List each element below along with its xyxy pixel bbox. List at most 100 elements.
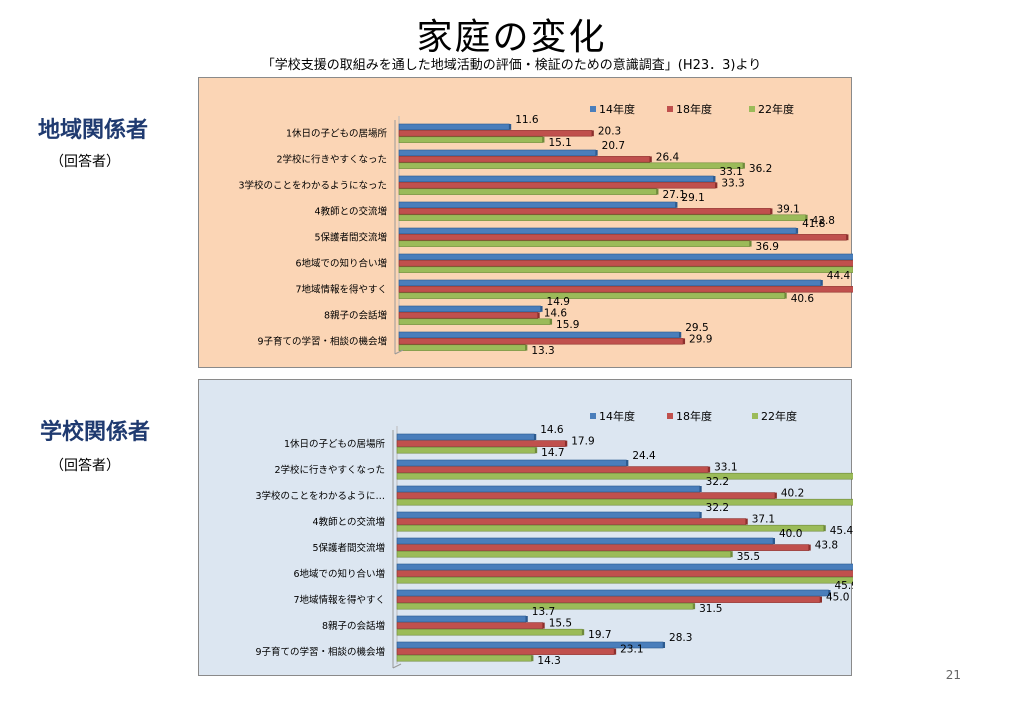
bar bbox=[396, 563, 853, 571]
bar-side bbox=[550, 318, 553, 325]
bar bbox=[398, 188, 657, 195]
bar-side bbox=[715, 182, 718, 189]
bar bbox=[398, 331, 680, 339]
data-label: 15.9 bbox=[556, 319, 579, 331]
bar bbox=[398, 292, 786, 299]
legend-swatch bbox=[749, 106, 755, 112]
bar bbox=[398, 201, 676, 209]
data-label: 28.3 bbox=[669, 632, 692, 644]
bar-side bbox=[683, 338, 686, 345]
bar bbox=[396, 518, 747, 525]
data-label: 24.4 bbox=[632, 450, 656, 462]
page-number: 21 bbox=[945, 668, 961, 682]
data-label: 35.5 bbox=[737, 551, 760, 563]
bar bbox=[396, 440, 566, 447]
data-label: 39.1 bbox=[776, 203, 799, 215]
data-label: 32.2 bbox=[706, 502, 729, 514]
legend-swatch bbox=[590, 106, 596, 112]
data-label: 19.7 bbox=[588, 629, 611, 641]
bar bbox=[396, 524, 825, 532]
legend-label: 18年度 bbox=[676, 409, 712, 423]
section-sublabel-school: （回答者） bbox=[50, 458, 120, 474]
bar bbox=[396, 485, 700, 493]
bar-side bbox=[626, 460, 629, 466]
bar bbox=[396, 589, 829, 597]
data-label: 13.3 bbox=[531, 345, 554, 357]
legend-label: 14年度 bbox=[599, 102, 635, 116]
data-label: 41.8 bbox=[802, 218, 825, 230]
bar bbox=[396, 511, 700, 519]
bar-side bbox=[820, 280, 823, 286]
bar-side bbox=[749, 240, 752, 247]
bar-side bbox=[784, 292, 787, 299]
legend-swatch bbox=[590, 413, 596, 419]
bar-chart-community: 14年度 18年度 22年度 1休日の子どもの居場所 11.6 20.3 15.1 2学校に行… bbox=[238, 102, 853, 357]
category-label: 7地域情報を得やすく bbox=[293, 594, 385, 606]
bar bbox=[398, 234, 847, 241]
bar bbox=[398, 344, 526, 351]
bar bbox=[396, 433, 535, 441]
bar-side bbox=[525, 616, 528, 622]
bar-side bbox=[713, 176, 716, 182]
data-label: 36.9 bbox=[756, 241, 779, 253]
category-label: 3学校のことをわかるように… bbox=[255, 490, 385, 502]
bar bbox=[396, 472, 853, 480]
category-label: 2学校に行きやすくなった bbox=[276, 154, 387, 166]
bar bbox=[398, 123, 510, 131]
bar bbox=[398, 182, 716, 189]
bar-side bbox=[828, 590, 831, 596]
bar-side bbox=[595, 150, 598, 156]
bar bbox=[396, 648, 615, 655]
data-label: 36.2 bbox=[749, 163, 772, 175]
data-label: 14.6 bbox=[544, 307, 568, 319]
bar bbox=[398, 260, 853, 267]
data-label: 13.7 bbox=[532, 606, 555, 618]
data-label: 42.8 bbox=[812, 215, 835, 227]
bar-side bbox=[699, 486, 702, 492]
category-label: 6地域での知り合い増 bbox=[293, 568, 385, 580]
category-label: 1休日の子どもの居場所 bbox=[286, 128, 388, 140]
bar bbox=[396, 498, 853, 506]
bar bbox=[396, 537, 774, 545]
data-label: 45.9 bbox=[834, 580, 853, 592]
legend-swatch bbox=[752, 413, 758, 419]
data-label: 20.3 bbox=[598, 125, 621, 137]
data-label: 14.3 bbox=[537, 655, 560, 667]
bar-side bbox=[582, 629, 585, 636]
data-label: 17.9 bbox=[571, 436, 594, 448]
legend-label: 22年度 bbox=[761, 409, 797, 423]
bar-side bbox=[774, 492, 777, 499]
section-label-community: 地域関係者 bbox=[38, 118, 149, 143]
bar bbox=[396, 654, 532, 662]
bar-side bbox=[540, 306, 543, 312]
bar-side bbox=[663, 642, 666, 648]
data-label: 37.1 bbox=[752, 514, 775, 526]
bar bbox=[398, 240, 750, 247]
bar bbox=[398, 175, 714, 183]
bar-side bbox=[730, 551, 733, 558]
data-label: 14.7 bbox=[541, 447, 564, 459]
data-label: 32.2 bbox=[706, 476, 729, 488]
bar-side bbox=[805, 214, 808, 221]
data-label: 43.8 bbox=[815, 540, 838, 552]
bar-side bbox=[823, 525, 826, 532]
bar bbox=[396, 550, 732, 558]
bar-side bbox=[591, 130, 594, 137]
bar bbox=[398, 338, 684, 345]
category-label: 5保護者間交流増 bbox=[314, 232, 387, 244]
data-label: 40.2 bbox=[781, 488, 804, 500]
bar-side bbox=[820, 596, 822, 603]
bar-side bbox=[745, 518, 748, 525]
bar bbox=[398, 130, 593, 137]
bar bbox=[396, 622, 543, 629]
data-label: 27.1 bbox=[662, 189, 685, 201]
bar-side bbox=[509, 124, 512, 130]
category-label: 7地域情報を得やすく bbox=[295, 284, 387, 296]
data-label: 15.1 bbox=[548, 137, 571, 149]
data-label: 45.4 bbox=[830, 525, 853, 537]
legend-label: 18年度 bbox=[676, 102, 712, 116]
bar-side bbox=[742, 162, 745, 169]
category-label: 9子育ての学習・相談の機会増 bbox=[257, 336, 387, 348]
data-label: 15.5 bbox=[549, 618, 572, 630]
bar bbox=[398, 286, 853, 293]
